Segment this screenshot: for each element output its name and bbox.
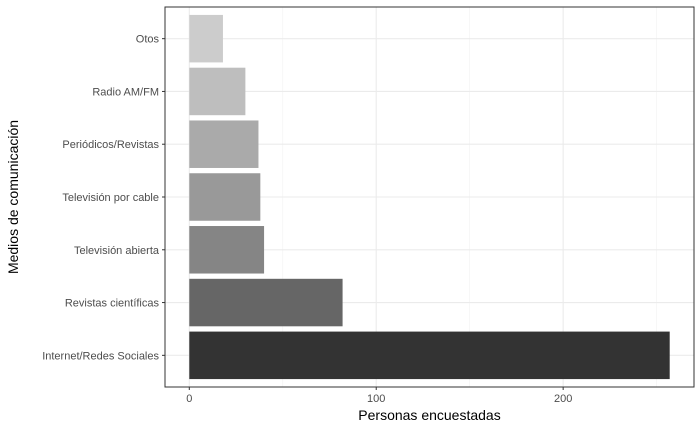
x-tick-label: 100 — [367, 393, 385, 405]
bar — [189, 14, 223, 63]
bar — [189, 278, 343, 327]
y-tick-label: Periódicos/Revistas — [62, 139, 159, 151]
y-tick-label: Televisión abierta — [74, 245, 160, 257]
x-tick-label: 0 — [186, 393, 192, 405]
bar — [189, 173, 261, 221]
x-axis-title: Personas encuestadas — [358, 407, 500, 423]
x-axis: 0 100 200 — [186, 387, 572, 405]
y-tick-label: Internet/Redes Sociales — [42, 350, 159, 362]
y-axis-title: Medios de comunicación — [5, 120, 21, 274]
bars — [189, 14, 670, 380]
x-tick-label: 200 — [554, 393, 572, 405]
y-tick-label: Televisión por cable — [62, 192, 159, 204]
y-tick-label: Otos — [136, 34, 160, 46]
bar — [189, 331, 670, 380]
y-tick-label: Radio AM/FM — [92, 86, 159, 98]
y-axis: Internet/Redes Sociales Revistas científi… — [42, 34, 165, 362]
bar — [189, 67, 246, 116]
bar — [189, 120, 259, 168]
bar — [189, 226, 265, 274]
y-tick-label: Revistas científicas — [65, 298, 160, 310]
